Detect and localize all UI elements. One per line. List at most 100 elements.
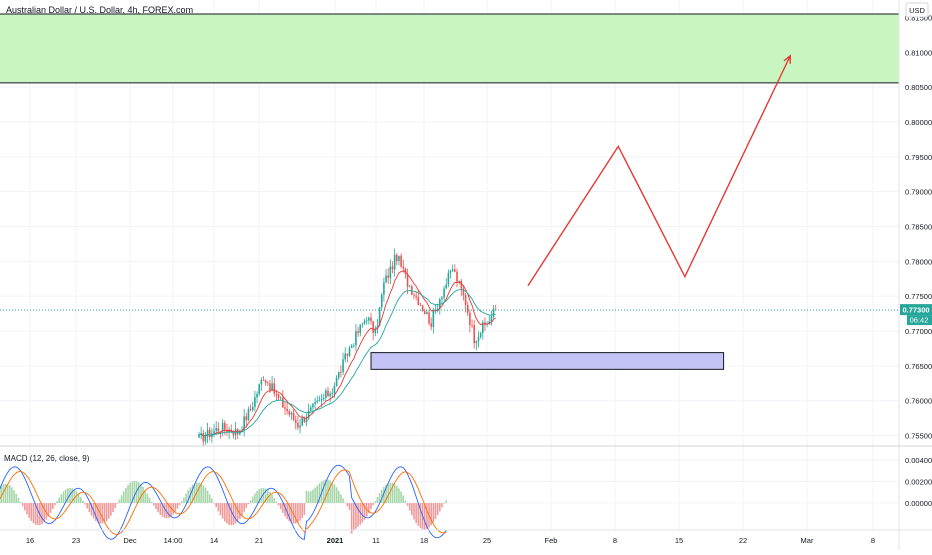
macd-histogram-bar (215, 503, 217, 508)
macd-histogram-bar (284, 503, 286, 517)
macd-histogram-bar (211, 498, 213, 504)
price-tick-label: 0.81000 (905, 48, 932, 57)
candle-body (254, 397, 256, 407)
macd-histogram-bar (116, 503, 119, 504)
candle-body (301, 417, 303, 426)
macd-histogram-bar (176, 503, 179, 509)
candle-body (245, 416, 248, 421)
macd-histogram-bar (114, 503, 116, 509)
candle-body (462, 288, 465, 296)
candle-body (482, 322, 484, 334)
macd-histogram-bar (230, 503, 233, 526)
macd-histogram-bar (322, 480, 325, 504)
macd-histogram-bar (73, 489, 76, 504)
macd-histogram-bar (299, 503, 301, 521)
time-tick-label: 23 (72, 536, 80, 545)
macd-histogram-bar (168, 503, 170, 518)
macd-histogram-bar (101, 503, 104, 524)
macd-histogram-bar (200, 483, 202, 504)
candle-body (258, 384, 260, 394)
macd-histogram-bar (303, 503, 306, 515)
macd-histogram-bar (43, 503, 45, 523)
macd-histogram-bar (103, 503, 106, 523)
candle-body (200, 433, 202, 435)
macd-histogram-bar (443, 503, 445, 504)
candle-body (484, 322, 486, 325)
macd-histogram-bar (24, 503, 26, 511)
macd-histogram-bar (172, 503, 174, 515)
candle-body (383, 282, 385, 295)
macd-histogram-bar (430, 503, 432, 526)
macd-histogram-bar (183, 497, 185, 504)
candle-body (269, 383, 271, 391)
candle-body (279, 397, 282, 399)
macd-histogram-bar (404, 500, 407, 504)
candle-body (370, 317, 372, 322)
macd-histogram-bar (331, 482, 334, 504)
candle-body (286, 408, 288, 412)
macd-histogram-bar (213, 502, 215, 504)
macd-histogram-bar (277, 503, 280, 506)
candle-body (357, 331, 359, 334)
macd-histogram-bar (413, 503, 415, 520)
macd-histogram-bar (208, 494, 211, 504)
macd-tick-label: 0.00200 (905, 477, 932, 486)
currency-box[interactable] (905, 2, 929, 18)
macd-histogram-bar (239, 503, 241, 519)
macd-histogram-bar (234, 503, 237, 524)
candle-body (290, 412, 293, 415)
macd-histogram-bar (316, 485, 319, 504)
candle-body (406, 273, 409, 287)
macd-histogram-bar (127, 484, 129, 504)
ema-slow-line (198, 289, 496, 436)
candle-body (426, 312, 428, 314)
macd-histogram-bar (11, 487, 13, 504)
macd-histogram-bar (380, 489, 383, 504)
candle-body (454, 269, 456, 272)
candle-body (488, 321, 491, 324)
candle-body (432, 311, 435, 327)
macd-histogram-bar (140, 484, 142, 504)
candle-body (368, 317, 370, 321)
candle-body (456, 271, 458, 282)
candle-body (389, 266, 392, 278)
candle-body (318, 399, 321, 401)
price-tick-label: 0.79500 (905, 153, 932, 162)
macd-histogram-bar (163, 503, 166, 518)
candle-body (479, 333, 482, 337)
macd-histogram-bar (370, 503, 372, 510)
macd-histogram-bar (198, 482, 200, 504)
macd-histogram-bar (105, 503, 108, 522)
candle-body (277, 394, 280, 398)
macd-histogram-bar (2, 484, 5, 504)
projection-line (527, 55, 791, 287)
macd-histogram-bar (150, 501, 153, 504)
macd-histogram-bar (62, 491, 65, 504)
macd-histogram-bar (221, 503, 224, 519)
macd-histogram-bar (47, 503, 50, 517)
countdown-badge (907, 315, 932, 326)
macd-histogram-bar (187, 490, 190, 504)
macd-histogram-bar (159, 503, 162, 515)
candle-body (213, 430, 215, 434)
candle-body (419, 305, 422, 306)
candle-body (221, 422, 224, 432)
macd-histogram-bar (0, 485, 3, 504)
candle-body (198, 434, 200, 438)
macd-histogram-bar (193, 483, 196, 504)
candle-body (325, 390, 327, 398)
candle-body (471, 325, 473, 326)
candle-body (402, 266, 405, 269)
macd-histogram-bar (402, 495, 405, 504)
currency-label[interactable]: USD (909, 6, 925, 15)
macd-histogram-bar (219, 503, 222, 516)
macd-histogram-bar (82, 500, 84, 504)
macd-histogram-bar (256, 491, 258, 504)
macd-histogram-bar (241, 503, 243, 516)
macd-histogram-bar (217, 503, 220, 512)
time-tick-label: Dec (123, 536, 137, 545)
macd-histogram-bar (54, 503, 56, 505)
macd-histogram-bar (142, 486, 144, 504)
